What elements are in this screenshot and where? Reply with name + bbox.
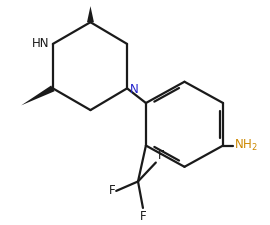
Text: N: N	[130, 83, 139, 96]
Text: F: F	[140, 210, 146, 223]
Polygon shape	[87, 6, 94, 22]
Polygon shape	[21, 86, 55, 105]
Text: NH$_2$: NH$_2$	[234, 138, 258, 153]
Text: F: F	[158, 149, 164, 162]
Text: F: F	[109, 184, 115, 197]
Text: HN: HN	[31, 37, 49, 50]
